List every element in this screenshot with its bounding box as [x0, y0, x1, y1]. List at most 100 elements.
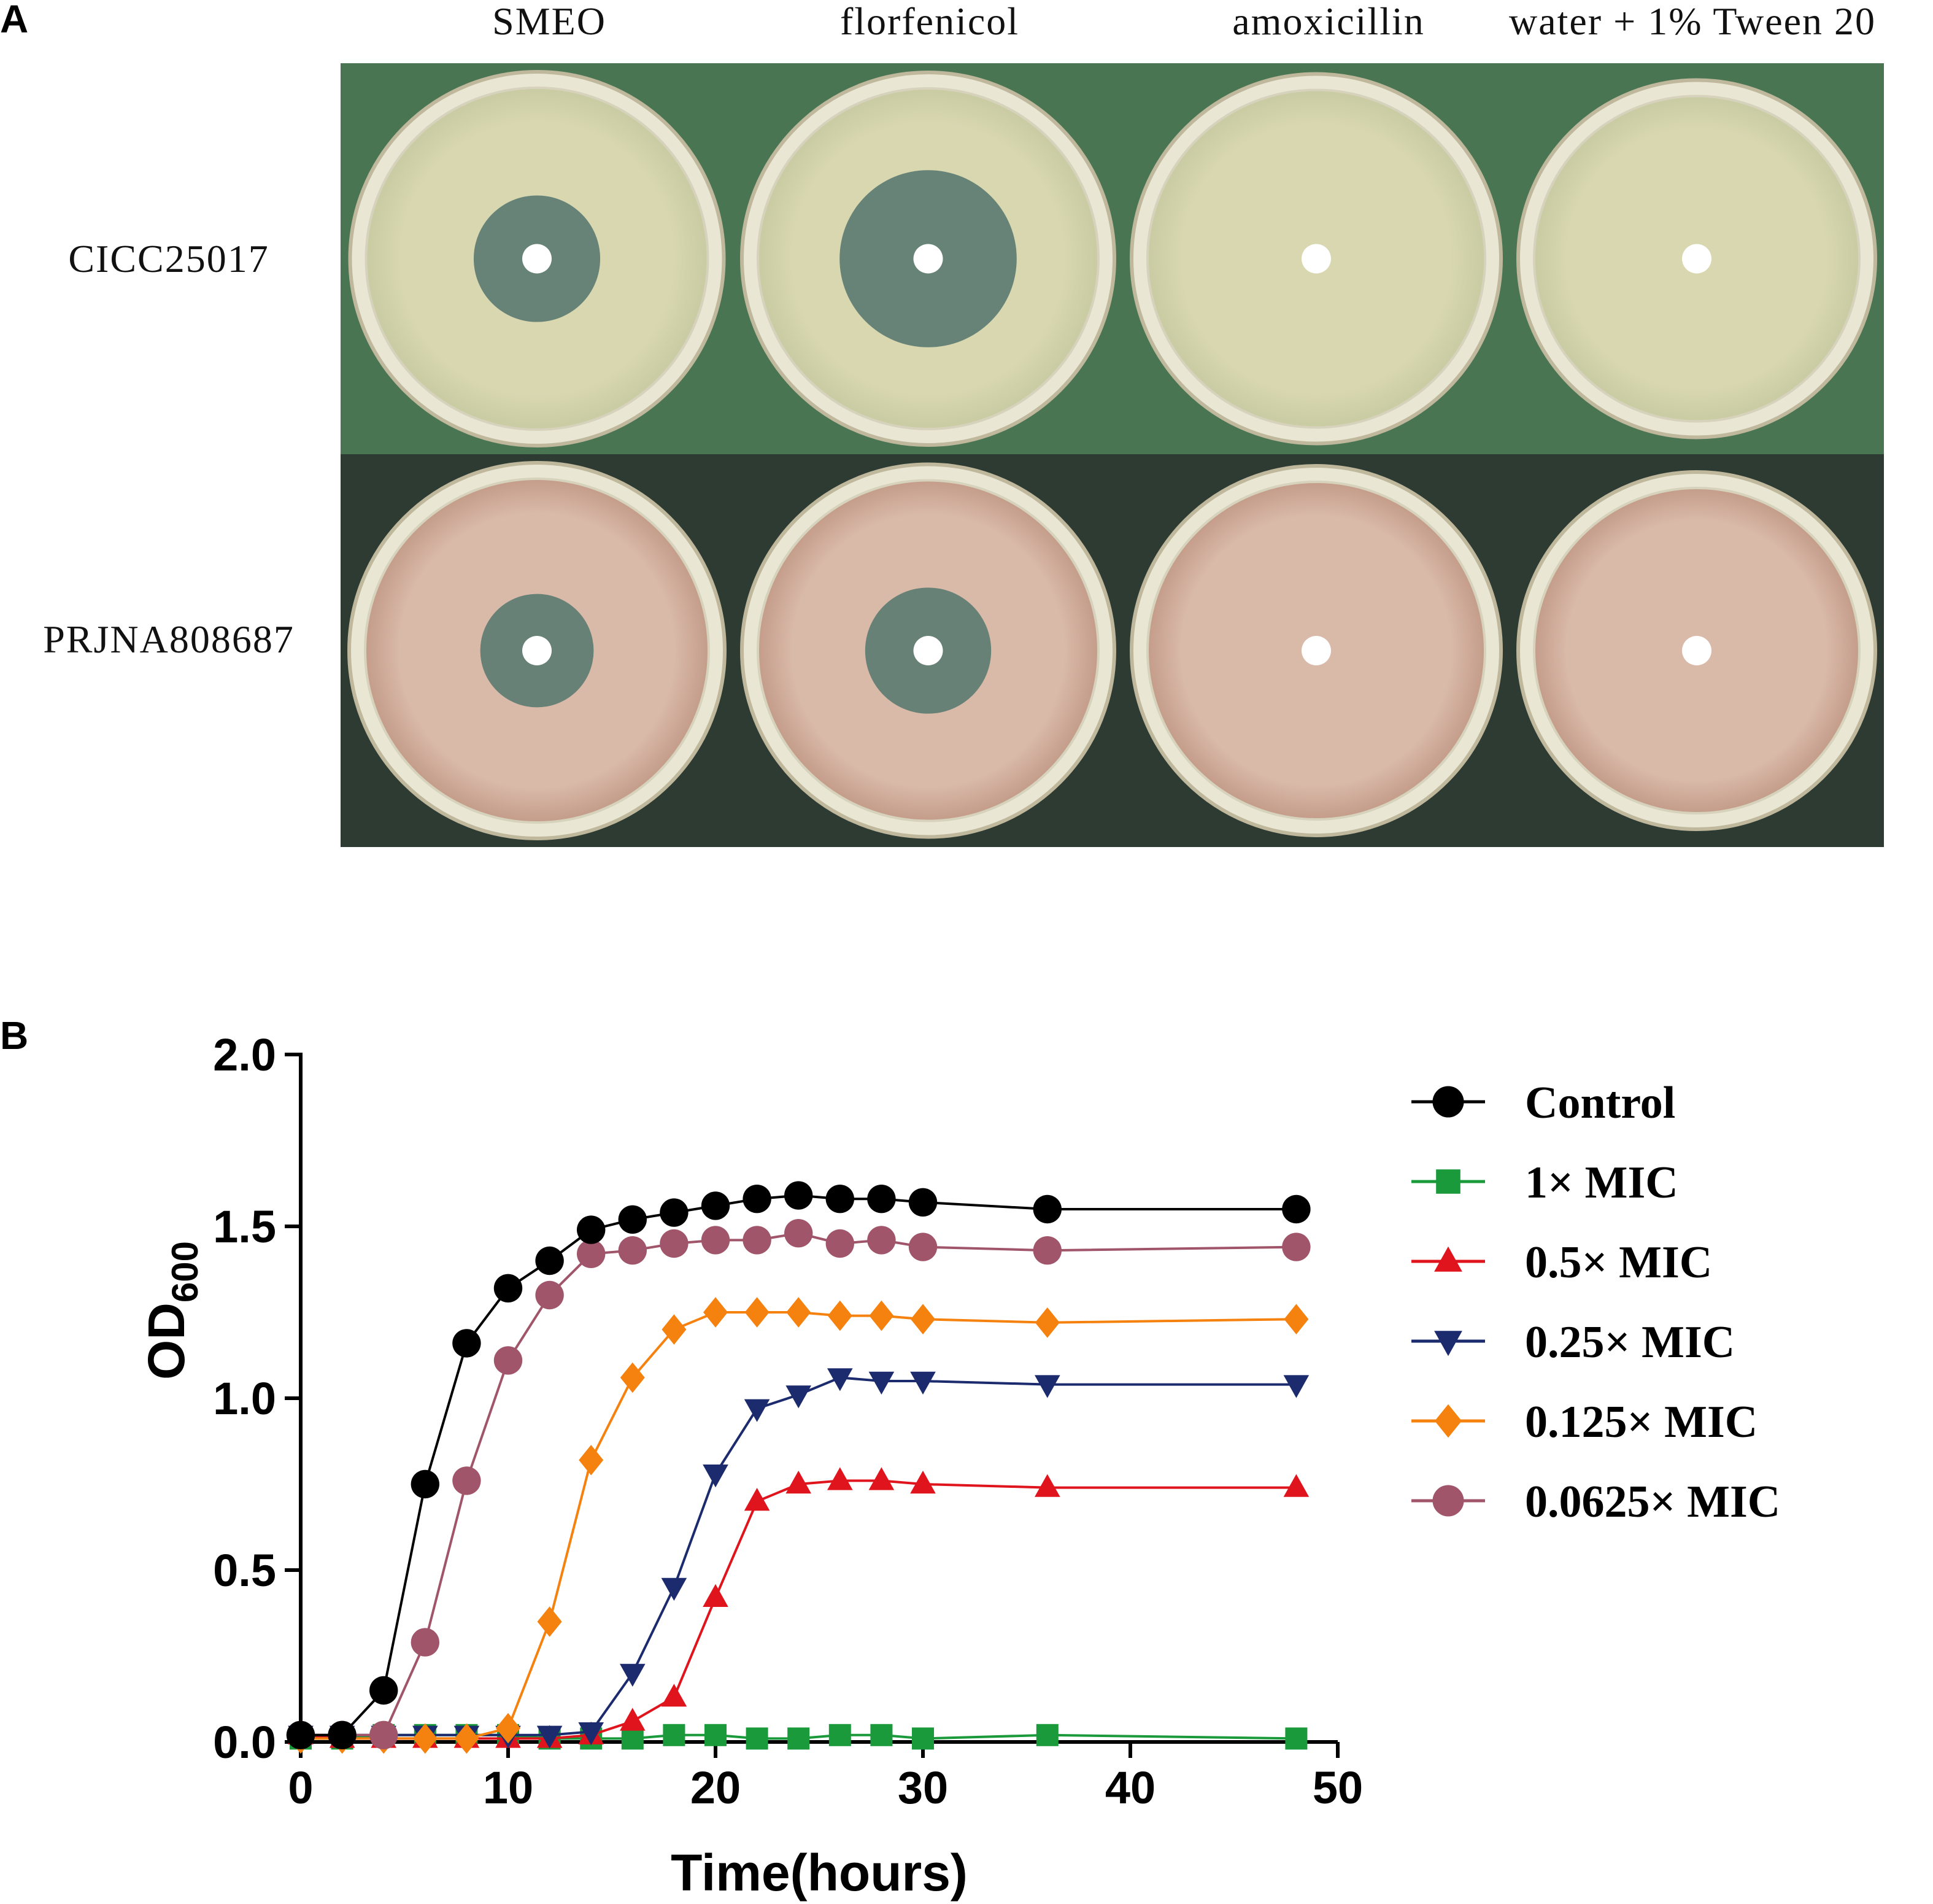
x-tick-label: 40	[1105, 1762, 1156, 1813]
legend-item: 0.25× MIC	[1411, 1317, 1735, 1368]
series-5-point	[493, 1346, 523, 1375]
series-0-point	[784, 1181, 813, 1210]
series-0-point	[493, 1274, 523, 1302]
series-5-point	[452, 1466, 481, 1495]
series-0-point	[369, 1676, 398, 1705]
series-0-point	[618, 1205, 647, 1234]
antibiotic-disc	[522, 244, 552, 274]
series-5-point	[535, 1280, 564, 1310]
series-3-point	[868, 1371, 895, 1395]
series-4-point	[412, 1723, 438, 1754]
column-label-water-tween: water + 1% Tween 20	[1508, 0, 1877, 43]
series-3-point	[1283, 1375, 1310, 1398]
series-3-point	[536, 1725, 563, 1749]
plate-prjna808687-florfenicol	[733, 454, 1123, 847]
series-2-line	[300, 1479, 1297, 1740]
antibiotic-disc	[1302, 636, 1331, 665]
series-0-point	[535, 1246, 564, 1275]
series-2-point	[661, 1684, 687, 1707]
chart-axes: 0 10 20 30 40 50 0.0 0.5 1.0 1.5 2.0	[213, 1029, 1363, 1813]
series-4-point	[786, 1297, 811, 1328]
x-tick-label: 10	[483, 1762, 533, 1813]
y-tick-label: 2.0	[213, 1029, 276, 1080]
series-4-point	[827, 1300, 852, 1331]
series-5-point	[660, 1229, 689, 1258]
plate-cicc25017-smeo	[341, 63, 733, 454]
series-4	[288, 1297, 1309, 1754]
series-1-point	[870, 1724, 893, 1746]
series-3-line	[301, 1376, 1297, 1736]
series-0-point	[1033, 1194, 1062, 1224]
legend-label: Control	[1525, 1078, 1675, 1128]
legend-marker	[1434, 1246, 1462, 1272]
series-3-point	[910, 1371, 936, 1395]
series-2-point	[827, 1467, 853, 1490]
column-label-smeo: SMEO	[492, 0, 606, 43]
series-2-point	[1035, 1474, 1060, 1497]
series-4-point	[744, 1297, 770, 1328]
series-3-point	[661, 1577, 687, 1601]
series-5-point	[701, 1226, 730, 1255]
series-5-point	[369, 1720, 398, 1749]
series-5-point	[1033, 1236, 1062, 1265]
series-2	[288, 1467, 1310, 1748]
series-1-point	[1036, 1724, 1059, 1746]
panel-a-label: A	[0, 0, 29, 41]
row-label-prjna808687: PRJNA808687	[43, 617, 295, 661]
legend-item: 0.0625× MIC	[1411, 1477, 1780, 1527]
legend-marker	[1432, 1086, 1464, 1118]
series-4-point	[1284, 1304, 1309, 1334]
series-2-point	[744, 1488, 770, 1511]
series-0-point	[867, 1185, 896, 1213]
series-5-point	[618, 1236, 647, 1265]
plate-cicc25017-amoxicillin	[1123, 63, 1510, 454]
series-1-point	[912, 1727, 934, 1750]
series-5-point	[743, 1226, 771, 1255]
series-1-point	[704, 1724, 727, 1746]
x-axis-title: Time(hours)	[671, 1844, 968, 1902]
series-2-point	[620, 1708, 646, 1731]
series-0-point	[660, 1198, 689, 1227]
y-tick-label: 0.0	[213, 1717, 276, 1768]
series-5-point	[577, 1239, 606, 1268]
series-5-point	[825, 1229, 855, 1258]
plate-cicc25017-water-tween	[1510, 63, 1884, 454]
series-0-point	[743, 1185, 771, 1213]
plate-photo-grid	[341, 63, 1884, 847]
series-4-point	[620, 1362, 645, 1393]
plate-cicc25017-florfenicol	[733, 63, 1123, 454]
legend-label: 0.5× MIC	[1525, 1237, 1712, 1288]
y-axis-title-main: OD	[137, 1302, 195, 1380]
antibiotic-disc	[1682, 636, 1711, 665]
y-axis-title: OD600	[137, 1241, 206, 1380]
legend-marker	[1436, 1169, 1460, 1194]
series-4-point	[579, 1445, 604, 1476]
series-0-point	[908, 1188, 938, 1217]
y-tick-label: 1.0	[213, 1373, 276, 1424]
series-4-point	[869, 1300, 894, 1331]
series-0-line	[301, 1194, 1297, 1736]
series-0-point	[328, 1720, 357, 1749]
series-3-point	[703, 1465, 728, 1488]
series-3-point	[827, 1368, 853, 1391]
legend-marker	[1435, 1404, 1462, 1438]
plate-prjna808687-smeo	[341, 454, 733, 847]
y-axis-title-group: OD600	[137, 1241, 206, 1380]
antibiotic-disc	[1682, 244, 1711, 274]
series-5-point	[867, 1226, 896, 1255]
legend-marker	[1432, 1485, 1464, 1517]
series-1-point	[746, 1727, 768, 1750]
x-tick-label: 20	[690, 1762, 741, 1813]
series-4-point	[703, 1297, 728, 1328]
panel-b-label: B	[0, 1013, 29, 1058]
legend-label: 0.0625× MIC	[1525, 1477, 1780, 1527]
y-axis-title-subscript: 600	[164, 1241, 206, 1302]
series-0-point	[701, 1191, 730, 1220]
series-3-point	[578, 1722, 604, 1746]
series-2-point	[910, 1471, 936, 1494]
chart-series-group	[286, 1181, 1311, 1754]
series-5-point	[1282, 1233, 1311, 1261]
legend-item: 1× MIC	[1411, 1158, 1678, 1208]
row-label-cicc25017: CICC25017	[68, 237, 269, 281]
